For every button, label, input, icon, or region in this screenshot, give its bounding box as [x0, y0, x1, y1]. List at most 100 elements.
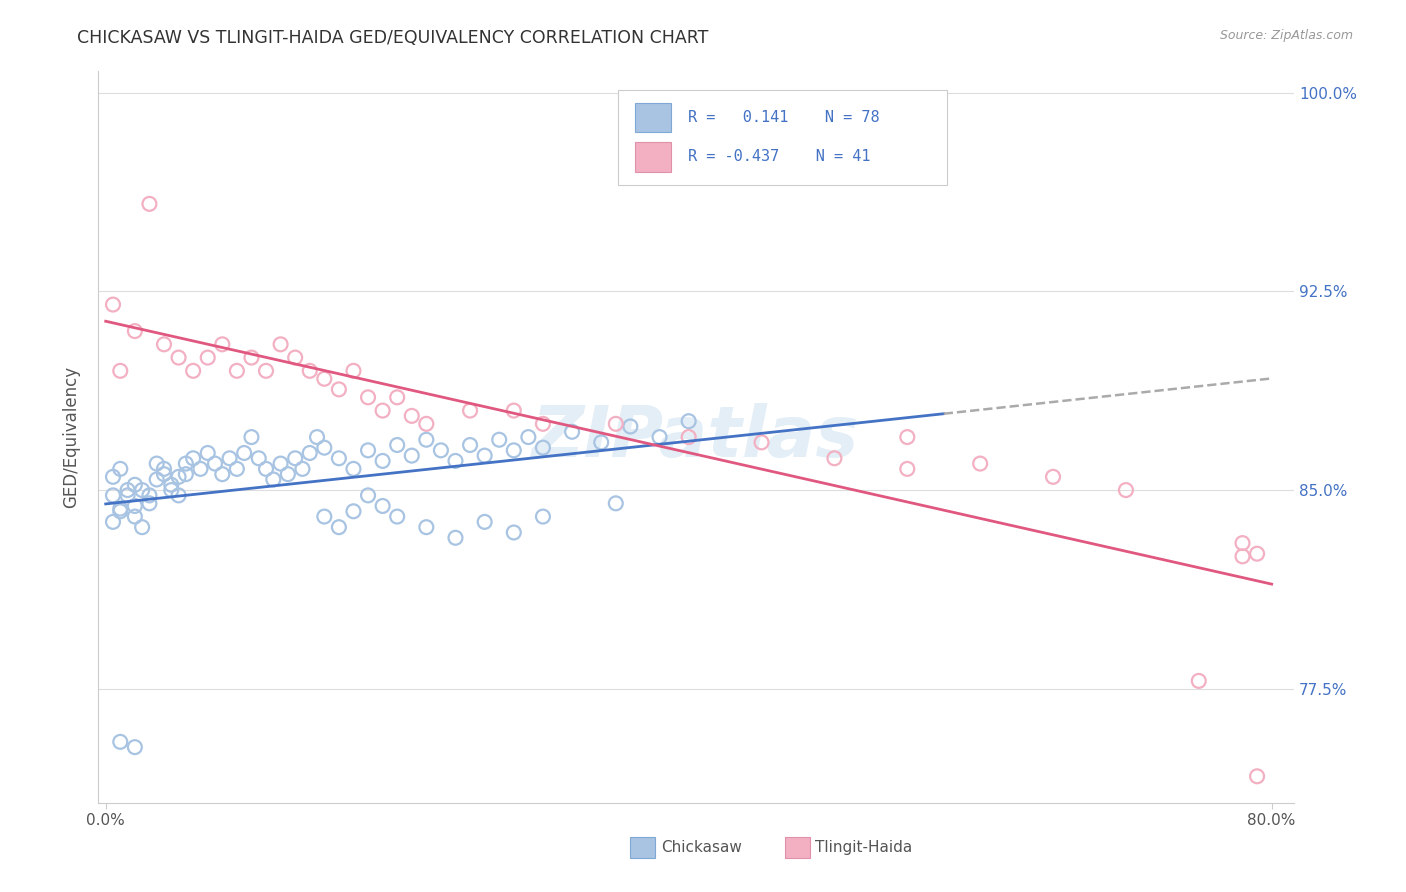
Point: [531, 417, 554, 431]
Point: [1246, 769, 1268, 783]
Point: [181, 451, 204, 466]
Point: [328, 383, 350, 397]
Point: [131, 520, 153, 534]
Point: [110, 504, 132, 518]
Point: [270, 337, 292, 351]
Point: [371, 403, 394, 417]
Point: [328, 520, 350, 534]
Y-axis label: GED/Equivalency: GED/Equivalency: [62, 366, 80, 508]
Text: Chickasaw: Chickasaw: [661, 840, 742, 855]
Point: [117, 483, 139, 497]
Point: [298, 446, 321, 460]
Point: [502, 403, 524, 417]
Point: [1042, 470, 1064, 484]
Point: [314, 372, 336, 386]
Point: [896, 462, 918, 476]
Point: [401, 449, 423, 463]
Point: [211, 337, 233, 351]
Point: [153, 467, 176, 482]
Point: [896, 430, 918, 444]
Point: [181, 364, 204, 378]
Point: [342, 364, 364, 378]
Point: [605, 417, 627, 431]
Point: [211, 467, 233, 482]
Point: [531, 509, 554, 524]
Point: [823, 451, 845, 466]
Point: [138, 488, 160, 502]
Point: [124, 499, 146, 513]
Point: [138, 496, 160, 510]
Point: [153, 462, 176, 476]
Point: [197, 446, 219, 460]
Point: [110, 364, 132, 378]
Text: R =   0.141    N = 78: R = 0.141 N = 78: [688, 110, 879, 125]
Point: [591, 435, 613, 450]
Point: [284, 351, 307, 365]
Point: [605, 496, 627, 510]
Point: [430, 443, 453, 458]
Point: [167, 488, 190, 502]
Point: [502, 443, 524, 458]
Point: [167, 351, 190, 365]
Point: [969, 457, 991, 471]
Point: [284, 451, 307, 466]
Point: [218, 451, 240, 466]
Point: [531, 441, 554, 455]
Point: [458, 403, 481, 417]
Point: [190, 462, 212, 476]
Point: [415, 417, 437, 431]
Point: [401, 409, 423, 423]
Point: [1188, 673, 1211, 688]
Point: [101, 297, 124, 311]
Point: [124, 509, 146, 524]
Point: [131, 483, 153, 497]
Text: R = -0.437    N = 41: R = -0.437 N = 41: [688, 150, 870, 164]
Point: [444, 531, 467, 545]
Point: [314, 441, 336, 455]
Point: [371, 454, 394, 468]
Point: [458, 438, 481, 452]
Point: [101, 515, 124, 529]
Point: [678, 430, 700, 444]
Point: [247, 451, 270, 466]
Point: [145, 457, 167, 471]
Point: [474, 515, 496, 529]
Point: [385, 509, 409, 524]
Point: [678, 414, 700, 428]
Point: [101, 470, 124, 484]
Point: [561, 425, 583, 439]
Point: [225, 462, 247, 476]
Point: [305, 430, 328, 444]
Point: [138, 197, 160, 211]
Point: [502, 525, 524, 540]
Point: [342, 462, 364, 476]
Point: [1232, 549, 1254, 564]
Text: ZIPatlas: ZIPatlas: [533, 402, 859, 472]
Bar: [636, 143, 671, 171]
Bar: [636, 103, 671, 132]
Point: [385, 438, 409, 452]
Point: [277, 467, 299, 482]
Point: [124, 740, 146, 755]
Point: [291, 462, 314, 476]
Point: [174, 467, 197, 482]
Point: [145, 473, 167, 487]
Point: [1246, 547, 1268, 561]
Point: [270, 457, 292, 471]
Point: [488, 433, 510, 447]
Point: [254, 462, 277, 476]
Point: [160, 483, 183, 497]
Point: [342, 504, 364, 518]
Bar: [619, 89, 948, 185]
Point: [233, 446, 256, 460]
Point: [328, 451, 350, 466]
Point: [204, 457, 226, 471]
Point: [124, 324, 146, 338]
Point: [648, 430, 671, 444]
Point: [314, 509, 336, 524]
Point: [262, 473, 284, 487]
Point: [174, 457, 197, 471]
Text: Source: ZipAtlas.com: Source: ZipAtlas.com: [1219, 29, 1353, 42]
Text: CHICKASAW VS TLINGIT-HAIDA GED/EQUIVALENCY CORRELATION CHART: CHICKASAW VS TLINGIT-HAIDA GED/EQUIVALEN…: [77, 29, 709, 46]
Point: [1232, 536, 1254, 550]
